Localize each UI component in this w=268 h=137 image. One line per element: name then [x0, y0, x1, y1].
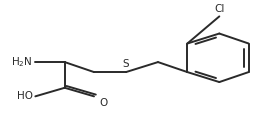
Text: H$_2$N: H$_2$N: [11, 55, 33, 69]
Text: O: O: [99, 98, 107, 108]
Text: HO: HO: [17, 91, 33, 101]
Text: S: S: [123, 59, 129, 69]
Text: Cl: Cl: [214, 4, 225, 14]
